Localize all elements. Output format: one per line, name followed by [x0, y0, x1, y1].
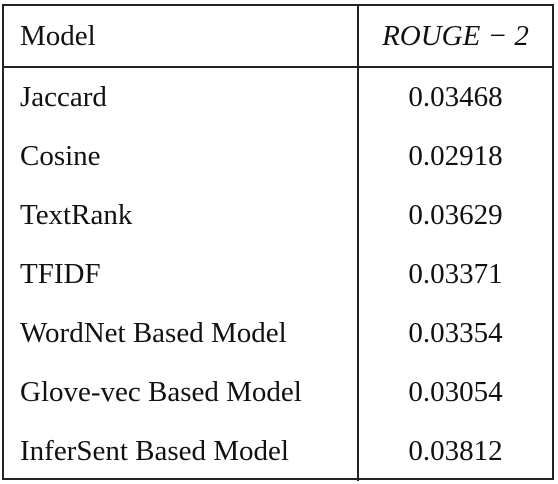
model-name: WordNet Based Model	[4, 304, 359, 363]
results-table: Model ROUGE − 2 Jaccard 0.03468 Cosine 0…	[4, 6, 552, 481]
rouge-score: 0.03812	[408, 435, 503, 467]
model-name: Glove-vec Based Model	[4, 363, 359, 422]
table-row: TextRank 0.03629	[4, 186, 552, 245]
table-row: Cosine 0.02918	[4, 127, 552, 186]
header-model: Model	[4, 6, 359, 68]
model-name: TFIDF	[4, 245, 359, 304]
rouge-score: 0.03371	[408, 258, 503, 290]
results-table-frame: Model ROUGE − 2 Jaccard 0.03468 Cosine 0…	[2, 4, 554, 481]
rouge-score: 0.03354	[408, 317, 503, 349]
table-row: TFIDF 0.03371	[4, 245, 552, 304]
model-name: Jaccard	[4, 67, 359, 127]
model-name: TextRank	[4, 186, 359, 245]
header-row: Model ROUGE − 2	[4, 6, 552, 68]
model-name: Cosine	[4, 127, 359, 186]
table-row: Jaccard 0.03468	[4, 67, 552, 127]
rouge-score: 0.02918	[408, 140, 503, 172]
header-rouge-2: ROUGE − 2	[358, 6, 552, 68]
rouge-score: 0.03054	[408, 376, 503, 408]
rouge-score: 0.03468	[408, 81, 503, 113]
table-row: WordNet Based Model 0.03354	[4, 304, 552, 363]
model-name: InferSent Based Model	[4, 422, 359, 481]
table-row: InferSent Based Model 0.03812	[4, 422, 552, 481]
rouge-score: 0.03629	[408, 199, 503, 231]
table-row: Glove-vec Based Model 0.03054	[4, 363, 552, 422]
